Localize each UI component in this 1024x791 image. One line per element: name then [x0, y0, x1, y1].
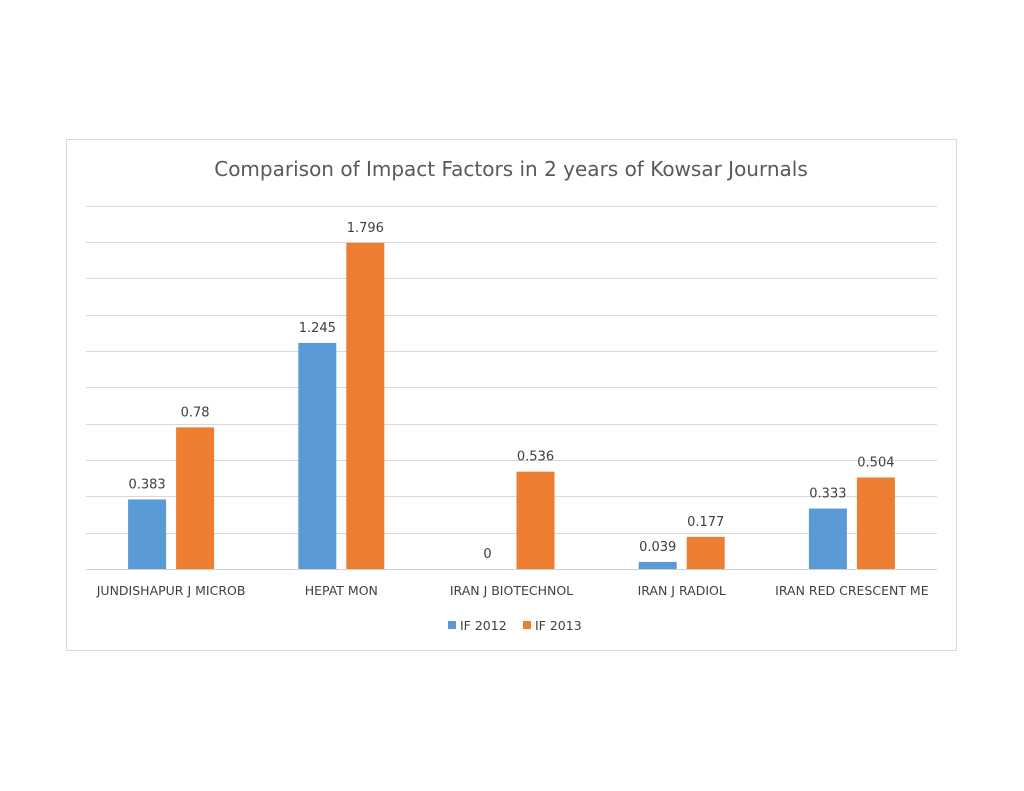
category-labels: JUNDISHAPUR J MICROB HEPAT MON IRAN J BIOT… [96, 583, 929, 598]
bar-if-2012 [298, 342, 337, 569]
bar-if-2013 [686, 536, 725, 569]
chart-frame [66, 139, 957, 651]
data-label: 0 [483, 547, 491, 562]
category-label: HEPAT MON [305, 583, 378, 598]
bar-if-2013 [346, 242, 385, 569]
data-label: 1.796 [347, 221, 384, 236]
category-label: JUNDISHAPUR J MICROB [96, 583, 246, 598]
category-label: IRAN RED CRESCENT ME [775, 583, 929, 598]
bar-if-2012 [808, 508, 847, 569]
bar-if-2013 [516, 471, 555, 569]
data-label: 0.383 [128, 477, 165, 492]
category-label: IRAN J RADIOL [638, 583, 726, 598]
data-label: 0.536 [517, 450, 554, 465]
legend-label: IF 2013 [535, 618, 582, 633]
bar-if-2012 [128, 499, 167, 569]
data-labels: 0.383 0.78 1.245 1.796 0 0.536 0.039 0.177 0.333… [128, 221, 894, 562]
data-label: 0.177 [687, 515, 724, 530]
bar-if-2012 [638, 561, 677, 569]
data-label: 0.333 [809, 487, 846, 502]
legend-swatch-if-2013 [523, 621, 531, 629]
data-label: 1.245 [299, 321, 336, 336]
chart-title: Comparison of Impact Factors in 2 years … [214, 157, 808, 181]
data-label: 0.039 [639, 540, 676, 555]
data-label: 0.78 [181, 405, 210, 420]
legend: IF 2012 IF 2013 [448, 618, 582, 633]
bar-if-2013 [856, 477, 895, 569]
legend-swatch-if-2012 [448, 621, 456, 629]
bars [128, 242, 895, 569]
data-label: 0.504 [857, 455, 894, 470]
bar-if-2013 [176, 427, 215, 569]
legend-label: IF 2012 [460, 618, 507, 633]
category-label: IRAN J BIOTECHNOL [450, 583, 573, 598]
gridlines [86, 206, 937, 570]
